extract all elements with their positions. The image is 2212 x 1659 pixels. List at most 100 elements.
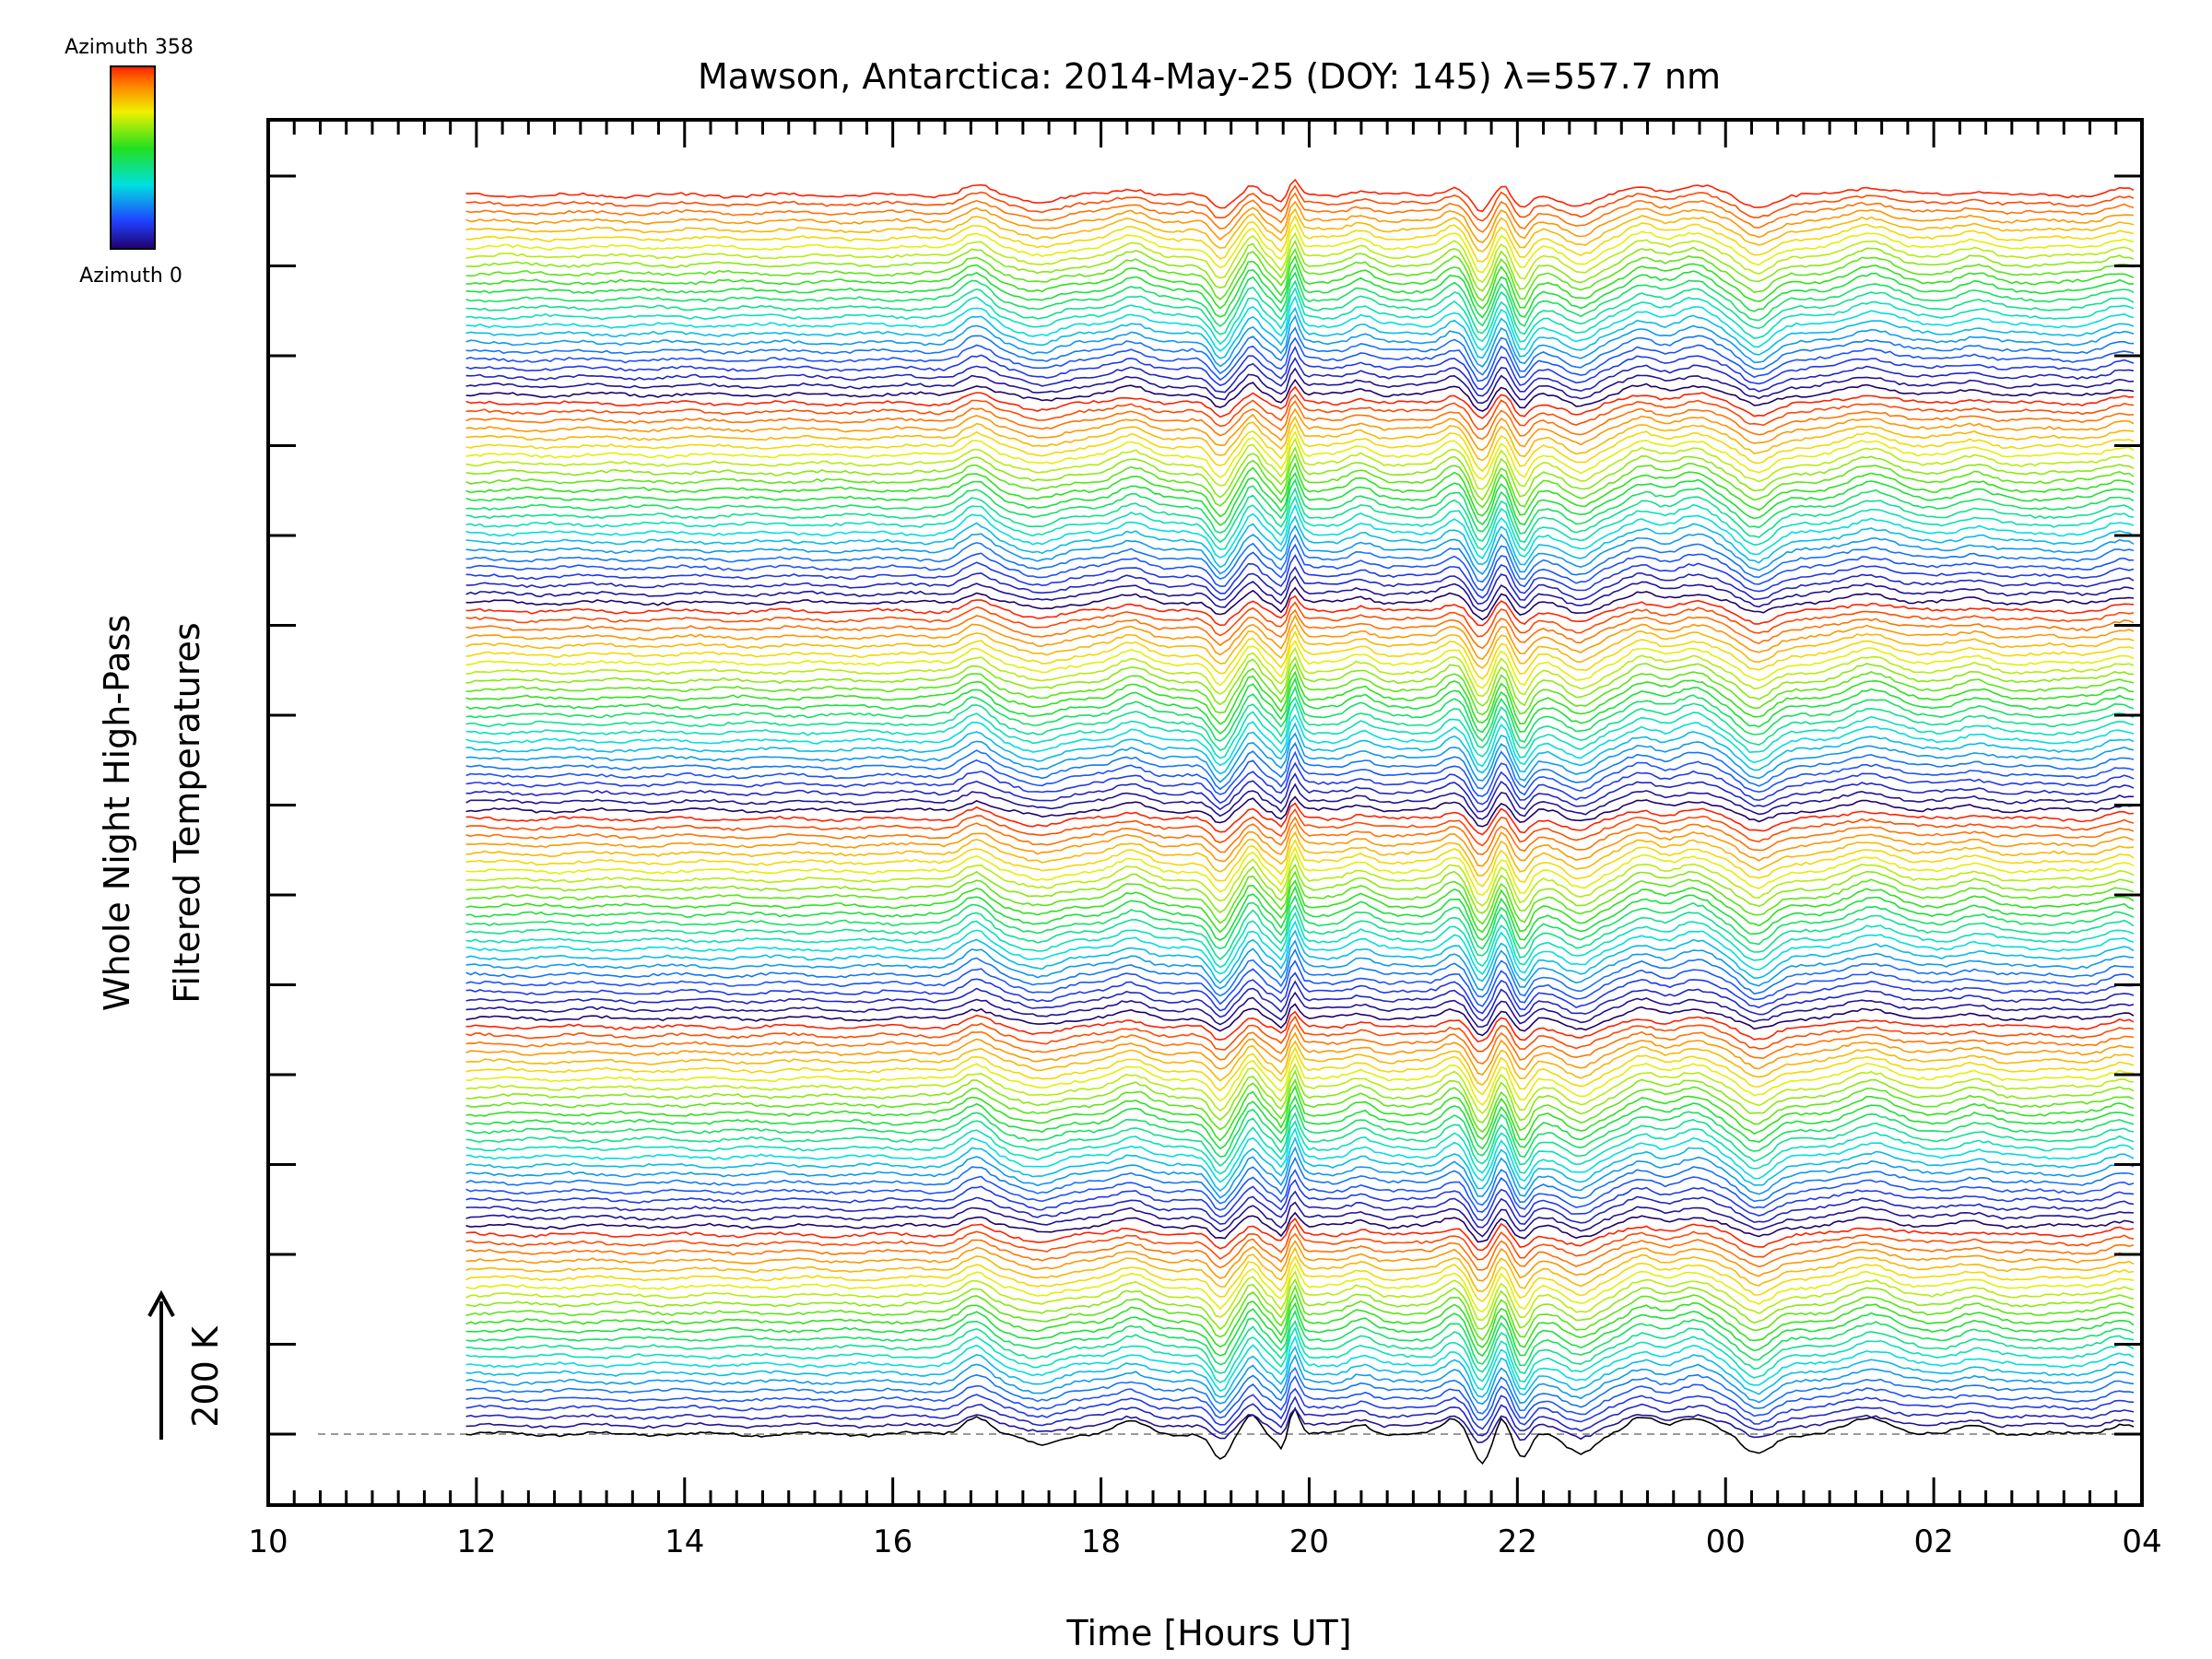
series-line	[465, 1374, 2135, 1421]
series-line	[465, 1395, 2135, 1437]
series-line	[465, 1146, 2135, 1199]
series-line	[465, 1254, 2135, 1302]
series-line	[465, 453, 2135, 509]
series-line	[465, 223, 2135, 274]
series-line	[465, 622, 2135, 669]
series-line	[465, 802, 2135, 836]
series-line	[465, 732, 2135, 783]
series-line	[465, 838, 2135, 888]
series-line	[465, 772, 2135, 813]
series-line	[465, 1169, 2135, 1213]
x-tick-label: 18	[1081, 1524, 1121, 1560]
series-line	[465, 430, 2135, 480]
series-line	[465, 471, 2135, 526]
series-line	[465, 807, 2135, 847]
series-line	[465, 378, 2135, 412]
series-line	[465, 1320, 2135, 1375]
series-line	[465, 1222, 2135, 1261]
series-line	[465, 594, 2135, 627]
series-line	[465, 306, 2135, 359]
series-line	[465, 214, 2135, 263]
series-line	[465, 336, 2135, 382]
series-line	[465, 462, 2135, 518]
series-line	[465, 929, 2135, 984]
series-line	[465, 1003, 2135, 1037]
series-line	[465, 357, 2135, 397]
x-tick-label: 00	[1706, 1524, 1746, 1560]
series-line	[465, 1022, 2135, 1065]
series-line	[465, 295, 2135, 352]
series-line	[465, 207, 2135, 253]
series-line	[465, 1015, 2135, 1053]
series-line	[465, 1085, 2135, 1142]
series-line	[465, 1062, 2135, 1114]
series-line	[465, 1387, 2135, 1430]
series-line	[465, 713, 2135, 768]
series-line	[465, 263, 2135, 319]
series-line	[465, 495, 2135, 552]
series-line	[465, 554, 2135, 599]
series-line	[465, 904, 2135, 960]
series-line	[465, 247, 2135, 302]
chart-title: Mawson, Antarctica: 2014-May-25 (DOY: 14…	[698, 56, 1721, 97]
series-line	[465, 1069, 2135, 1124]
series-line	[465, 912, 2135, 969]
series-line	[465, 750, 2135, 797]
series-line	[465, 830, 2135, 877]
series-line	[465, 1406, 2135, 1465]
series-line	[465, 279, 2135, 335]
colorbar-top-label: Azimuth 358	[65, 36, 194, 59]
series-line	[465, 1326, 2135, 1383]
series-line	[465, 1246, 2135, 1293]
series-line	[465, 543, 2135, 592]
series-line	[465, 422, 2135, 473]
series-line	[465, 1095, 2135, 1150]
series-line	[465, 646, 2135, 698]
series-line	[465, 1031, 2135, 1077]
ticks-group	[266, 120, 2144, 1505]
series-line	[465, 1335, 2135, 1393]
series-line	[465, 239, 2135, 292]
series-line	[465, 271, 2135, 328]
series-line	[465, 445, 2135, 501]
x-tick-labels: 10 12 14 16 18 20 22 00 02 04	[248, 1524, 2161, 1560]
series-group	[465, 178, 2135, 1465]
series-line	[465, 662, 2135, 716]
azimuth-colorbar	[110, 65, 156, 250]
series-line	[465, 980, 2135, 1022]
series-line	[465, 1270, 2135, 1322]
series-line	[465, 959, 2135, 1007]
series-line	[465, 1301, 2135, 1358]
series-line	[465, 1407, 2135, 1443]
series-line	[465, 971, 2135, 1015]
series-line	[465, 231, 2135, 284]
series-line	[465, 885, 2135, 942]
series-line	[465, 795, 2135, 828]
series-line	[465, 894, 2135, 950]
series-line	[465, 1217, 2135, 1252]
series-line	[465, 853, 2135, 907]
series-line	[465, 696, 2135, 752]
series-line	[465, 586, 2135, 621]
series-line	[465, 1126, 2135, 1183]
series-line	[465, 1277, 2135, 1331]
series-line	[465, 879, 2135, 934]
series-line	[465, 1345, 2135, 1398]
series-line	[465, 385, 2135, 419]
series-line	[465, 1120, 2135, 1175]
series-line	[465, 863, 2135, 914]
series-line	[465, 846, 2135, 896]
series-line	[465, 477, 2135, 535]
series-line	[465, 1284, 2135, 1341]
y-axis-label-line2: Filtered Temperatures	[167, 622, 207, 1003]
series-line	[465, 939, 2135, 992]
series-line	[465, 822, 2135, 867]
series-line	[465, 1077, 2135, 1134]
series-line	[465, 346, 2135, 391]
series-line	[465, 601, 2135, 638]
series-line	[465, 639, 2135, 689]
series-line	[465, 677, 2135, 735]
series-line	[465, 947, 2135, 998]
series-line	[465, 514, 2135, 569]
